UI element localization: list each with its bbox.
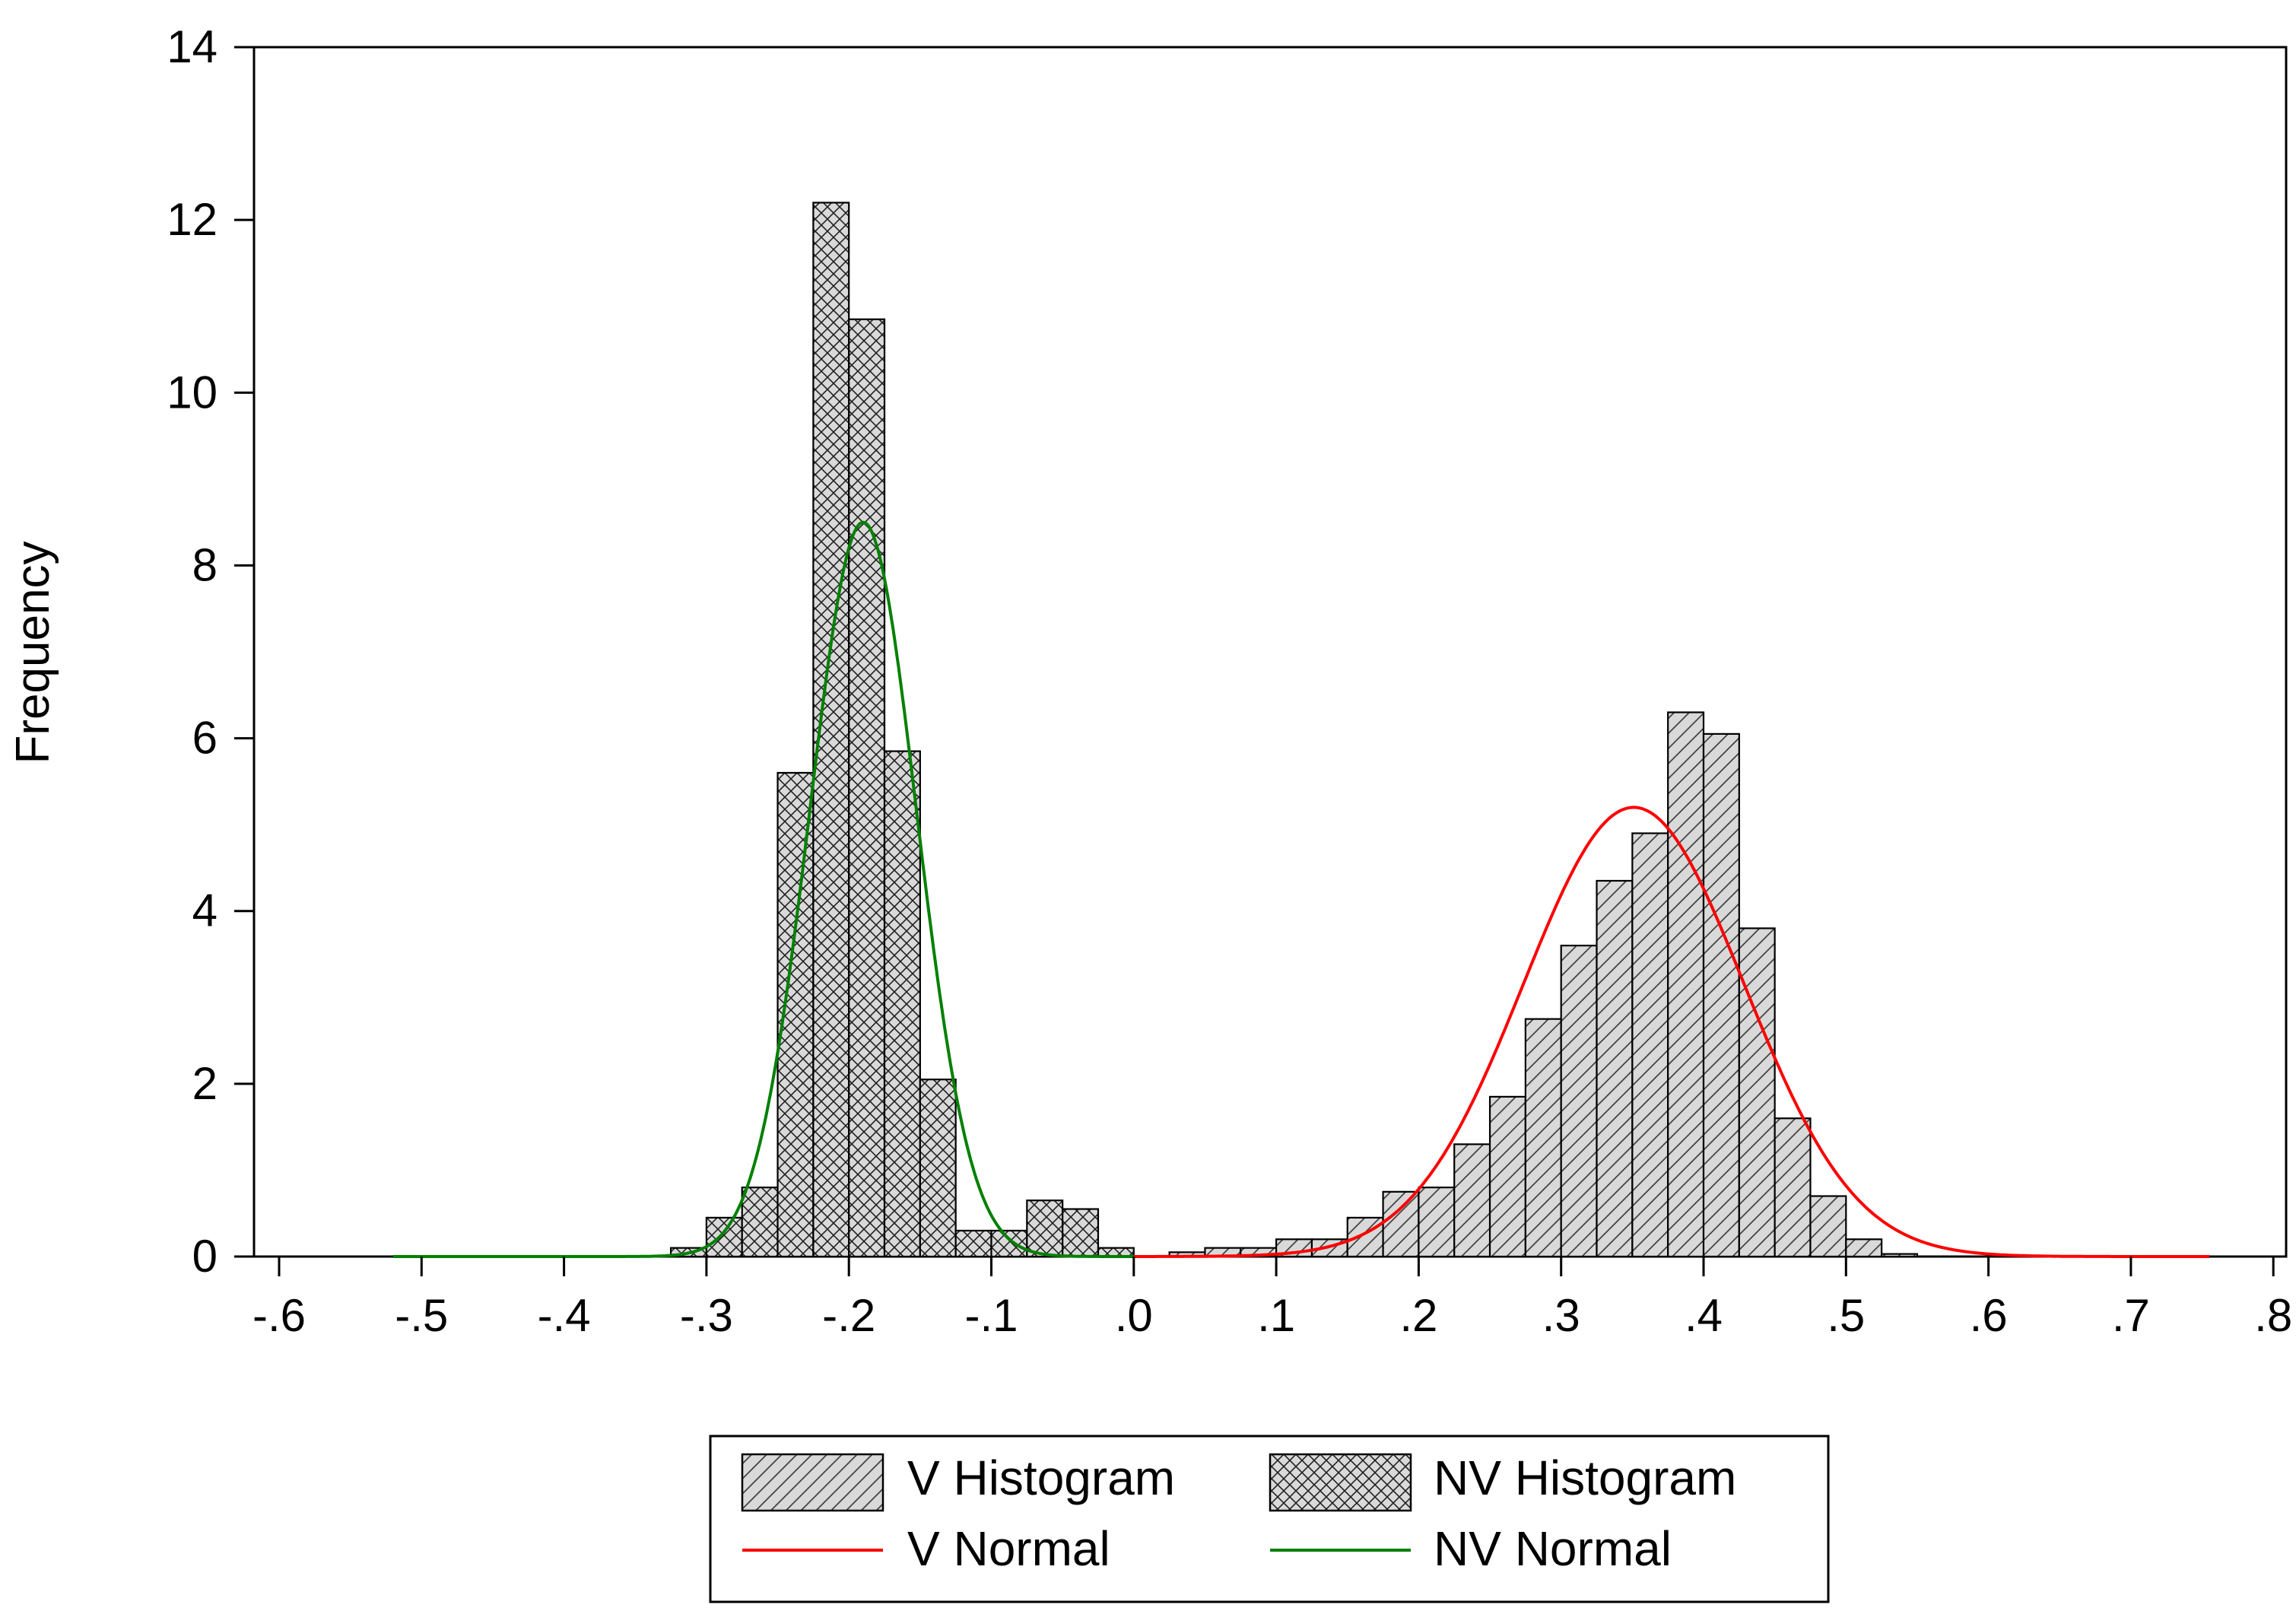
y-tick-label: 0 <box>192 1231 218 1282</box>
x-tick-label: .4 <box>1685 1290 1723 1341</box>
plot-area-frame <box>252 46 2288 1258</box>
x-tick-label: -.3 <box>680 1290 733 1341</box>
nv-histogram-bar <box>1062 1208 1100 1258</box>
nv-histogram-bar <box>954 1229 992 1258</box>
nv-normal-legend-label: NV Normal <box>1434 1521 1672 1576</box>
x-tick-label: .8 <box>2254 1290 2292 1341</box>
v-histogram-bar <box>1631 832 1669 1258</box>
v-histogram-bar <box>1346 1216 1384 1258</box>
nv-histogram-legend-label: NV Histogram <box>1434 1451 1736 1505</box>
v-histogram-bar <box>1453 1143 1491 1258</box>
y-tick-label: 2 <box>192 1058 218 1109</box>
x-tick-label: -.5 <box>395 1290 448 1341</box>
nv-histogram-bar <box>919 1079 957 1258</box>
v-histogram-legend-label: V Histogram <box>907 1451 1175 1505</box>
v-normal-curve <box>1133 806 2209 1258</box>
nv-histogram-bar <box>741 1187 779 1258</box>
axes: -.6 -.5 -.4 -.3 -.2 -.1 .0 .1 .2 .3 .4 .5 .6 .7 .8 0 2 4 6… <box>167 21 2292 1341</box>
v-histogram-bar <box>1667 711 1705 1258</box>
y-axis-title: Frequency <box>7 542 59 764</box>
x-tick-label: .6 <box>1970 1290 2008 1341</box>
y-tick-label: 8 <box>192 539 218 590</box>
v-histogram-bar <box>1382 1190 1420 1258</box>
v-histogram-bar <box>1418 1187 1456 1258</box>
y-tick-label: 10 <box>167 367 218 418</box>
v-histogram-bar <box>1524 1018 1562 1258</box>
x-tick-label: .3 <box>1542 1290 1580 1341</box>
x-tick-label: -.1 <box>964 1290 1018 1341</box>
nv-histogram-bar <box>848 318 886 1258</box>
v-histogram-bar <box>1702 732 1740 1258</box>
x-tick-label: -.6 <box>252 1290 306 1341</box>
nv-histogram-legend-swatch <box>1269 1453 1412 1512</box>
histogram-bars <box>669 202 1919 1258</box>
x-tick-label: .1 <box>1257 1290 1295 1341</box>
x-tick-label: -.4 <box>538 1290 591 1341</box>
v-normal-legend-label: V Normal <box>907 1521 1110 1576</box>
v-histogram-bar <box>1596 879 1634 1258</box>
x-tick-label: .0 <box>1115 1290 1153 1341</box>
v-histogram-bar <box>1738 927 1776 1258</box>
v-histogram-bar <box>1488 1095 1526 1258</box>
v-histogram-legend-swatch <box>741 1453 884 1512</box>
x-tick-label: .2 <box>1399 1290 1437 1341</box>
x-tick-label: .7 <box>2112 1290 2150 1341</box>
y-tick-label: 14 <box>167 21 218 72</box>
y-tick-label: 6 <box>192 713 218 764</box>
x-tick-label: .5 <box>1827 1290 1865 1341</box>
y-tick-label: 4 <box>192 885 218 936</box>
y-tick-label: 12 <box>167 194 218 245</box>
v-histogram-bar <box>1560 945 1598 1258</box>
v-histogram-bar <box>1881 1253 1919 1258</box>
v-histogram-bar <box>1845 1238 1883 1258</box>
normal-curves <box>392 520 2209 1258</box>
nv-normal-curve <box>392 520 1134 1258</box>
v-histogram-bar <box>1809 1195 1847 1258</box>
nv-histogram-bar <box>883 750 921 1258</box>
nv-histogram-bar <box>705 1216 743 1258</box>
v-histogram-bar <box>1774 1117 1812 1258</box>
legend: V Histogram NV Histogram V Normal NV Normal <box>709 1435 1830 1603</box>
nv-histogram-bar <box>1026 1200 1064 1258</box>
x-tick-label: -.2 <box>822 1290 875 1341</box>
nv-histogram-bar <box>990 1229 1028 1258</box>
